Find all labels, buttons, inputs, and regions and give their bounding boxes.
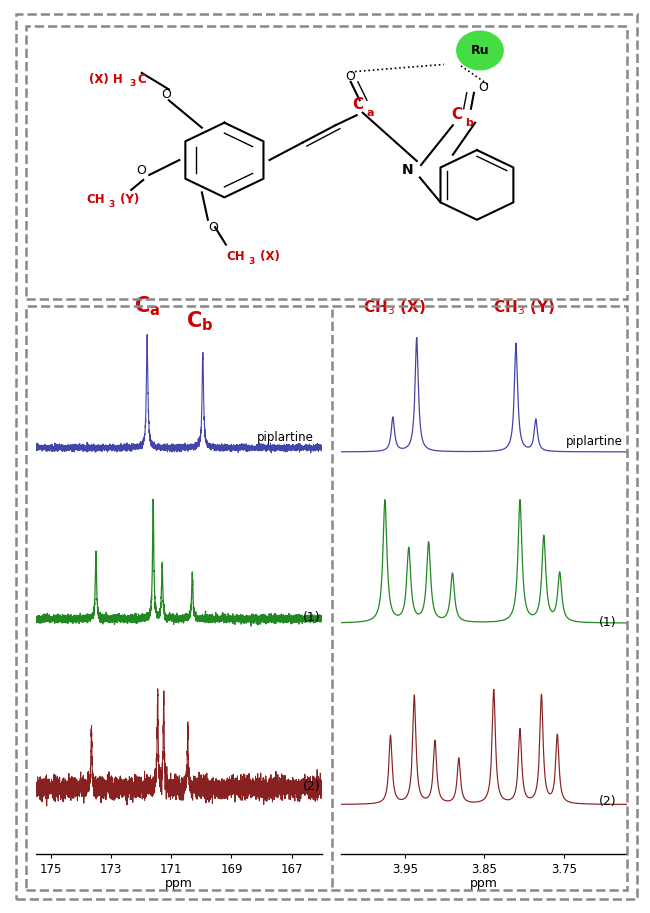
Text: O: O — [208, 221, 218, 234]
Text: CH: CH — [86, 194, 105, 206]
Text: Ru: Ru — [471, 44, 489, 57]
X-axis label: ppm: ppm — [471, 877, 498, 890]
Text: CH$_3$ (X): CH$_3$ (X) — [363, 299, 426, 318]
Text: (1): (1) — [302, 612, 320, 624]
Text: (2): (2) — [302, 780, 320, 793]
X-axis label: ppm: ppm — [165, 877, 192, 890]
Text: $\mathbf{C_a}$: $\mathbf{C_a}$ — [134, 294, 161, 318]
Text: C: C — [137, 73, 146, 86]
Text: N: N — [402, 163, 413, 177]
Text: 3: 3 — [109, 200, 114, 209]
Circle shape — [457, 32, 503, 69]
Text: C: C — [452, 107, 463, 121]
Text: (2): (2) — [599, 794, 616, 808]
Text: CH: CH — [226, 249, 244, 263]
Text: 3: 3 — [129, 79, 136, 89]
Text: (X): (X) — [256, 249, 280, 263]
Text: O: O — [162, 88, 172, 100]
Text: piplartine: piplartine — [257, 431, 314, 444]
Text: O: O — [478, 81, 488, 94]
Text: a: a — [366, 108, 374, 118]
Text: C: C — [352, 97, 363, 111]
Text: (X) H: (X) H — [89, 73, 123, 86]
Text: (1): (1) — [599, 615, 616, 629]
Text: O: O — [346, 70, 356, 83]
Text: 3: 3 — [248, 257, 254, 266]
Text: $\mathbf{C_b}$: $\mathbf{C_b}$ — [186, 310, 214, 333]
Text: piplartine: piplartine — [566, 436, 622, 448]
Text: CH$_3$ (Y): CH$_3$ (Y) — [493, 299, 555, 318]
Text: (Y): (Y) — [116, 194, 140, 206]
Text: O: O — [136, 164, 146, 177]
Text: b: b — [465, 118, 473, 128]
